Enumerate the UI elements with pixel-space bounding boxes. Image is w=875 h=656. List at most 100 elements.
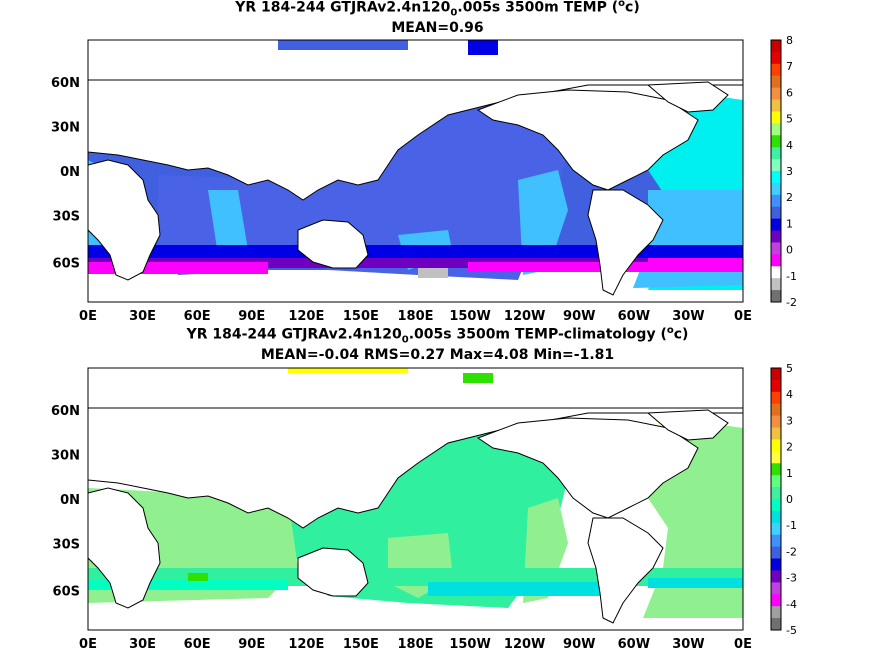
lon-label: 120W	[504, 309, 545, 324]
colorbar-swatch	[771, 618, 781, 631]
colorbar-label: 1	[786, 467, 793, 480]
lon-label: 90W	[563, 309, 595, 324]
colorbar-label: 3	[786, 165, 793, 178]
lon-label: 180E	[397, 637, 433, 652]
colorbar-label: -1	[786, 519, 797, 532]
colorbar-swatch	[771, 499, 781, 512]
colorbar-swatch	[771, 75, 781, 89]
panel2-map	[87, 367, 744, 631]
panel2-title: YR 184-244 GTJRAv2.4n1200.005s 3500m TEM…	[186, 325, 689, 346]
panel1-stats: MEAN=0.96	[391, 20, 484, 36]
lon-label: 30E	[129, 309, 156, 324]
lat-label: 30S	[53, 210, 80, 225]
colorbar-swatch	[771, 87, 781, 101]
colorbar-swatch	[771, 278, 781, 291]
lon-label: 60W	[618, 637, 650, 652]
colorbar-label: 4	[786, 388, 793, 401]
panel2-stats: MEAN=-0.04 RMS=0.27 Max=4.08 Min=-1.81	[260, 347, 615, 363]
colorbar-swatch	[771, 487, 781, 500]
colorbar-swatch	[771, 391, 781, 405]
colorbar-swatch	[771, 463, 781, 476]
colorbar-label: 4	[786, 139, 793, 152]
colorbar-swatch	[771, 123, 781, 136]
colorbar-swatch	[771, 147, 781, 160]
colorbar-swatch	[771, 171, 781, 184]
lon-label: 150W	[449, 637, 490, 652]
lon-label: 150E	[343, 637, 379, 652]
colorbar-label: 5	[786, 362, 793, 375]
lon-label: 150W	[449, 309, 490, 324]
colorbar-swatch	[771, 254, 781, 267]
colorbar-swatch	[771, 266, 781, 279]
colorbar-swatch	[771, 558, 781, 571]
colorbar-swatch	[771, 522, 781, 536]
colorbar-frame	[770, 39, 782, 303]
colorbar-swatch	[771, 218, 781, 232]
colorbar-swatch	[771, 111, 781, 124]
lon-label: 90W	[563, 637, 595, 652]
colorbar-label: -2	[786, 545, 797, 558]
colorbar-swatch	[771, 135, 781, 148]
lat-label: 30S	[53, 538, 80, 553]
colorbar-swatch	[771, 51, 781, 65]
panel1-title: YR 184-244 GTJRAv2.4n1200.005s 3500m TEM…	[235, 0, 640, 19]
colorbar-swatch	[771, 379, 781, 393]
colorbar-label: 1	[786, 217, 793, 230]
lon-label: 0E	[79, 309, 97, 324]
lat-label: 30N	[51, 120, 80, 135]
colorbar-label: 6	[786, 86, 793, 99]
colorbar-swatch	[771, 534, 781, 548]
lat-label: 60N	[51, 404, 80, 419]
colorbar-swatch	[771, 99, 781, 112]
colorbar-swatch	[771, 451, 781, 464]
lon-label: 120E	[288, 637, 324, 652]
colorbar-swatch	[771, 63, 781, 77]
colorbar-label: 5	[786, 113, 793, 126]
colorbar-swatch	[771, 206, 781, 220]
lon-label: 60W	[618, 309, 650, 324]
colorbar-swatch	[771, 230, 781, 243]
lon-label: 120E	[288, 309, 324, 324]
panel1-map	[87, 39, 744, 303]
lat-label: 0N	[60, 493, 80, 508]
lon-label: 90E	[238, 309, 265, 324]
colorbar-label: 7	[786, 60, 793, 73]
lon-label: 120W	[504, 637, 545, 652]
colorbar-label: -3	[786, 572, 797, 585]
colorbar-swatch	[771, 403, 781, 417]
lon-label: 180E	[397, 309, 433, 324]
lat-label: 0N	[60, 165, 80, 180]
colorbar-label: 3	[786, 414, 793, 427]
colorbar-label: -2	[786, 296, 797, 309]
colorbar-swatch	[771, 439, 781, 452]
colorbar-label: -5	[786, 624, 797, 637]
colorbar-swatch	[771, 510, 781, 524]
colorbar-swatch	[771, 194, 781, 208]
lon-label: 90E	[238, 637, 265, 652]
colorbar-frame	[770, 367, 782, 631]
colorbar-swatch	[771, 606, 781, 619]
colorbar-label: 8	[786, 34, 793, 47]
lat-label: 60S	[53, 257, 80, 272]
colorbar-swatch	[771, 368, 781, 381]
colorbar-swatch	[771, 570, 781, 583]
lon-label: 60E	[184, 309, 211, 324]
colorbar-label: 0	[786, 493, 793, 506]
colorbar-label: 2	[786, 441, 793, 454]
colorbar-swatch	[771, 582, 781, 595]
lon-label: 60E	[184, 637, 211, 652]
colorbar-swatch	[771, 40, 781, 53]
lon-label: 30E	[129, 637, 156, 652]
colorbar-swatch	[771, 475, 781, 488]
lon-label: 30W	[672, 637, 704, 652]
colorbar-swatch	[771, 546, 781, 560]
colorbar-swatch	[771, 159, 781, 172]
lat-label: 60N	[51, 76, 80, 91]
colorbar-label: 2	[786, 191, 793, 204]
colorbar-swatch	[771, 182, 781, 196]
colorbar-swatch	[771, 242, 781, 255]
lon-label: 150E	[343, 309, 379, 324]
colorbar-swatch	[771, 594, 781, 607]
lat-label: 60S	[53, 585, 80, 600]
